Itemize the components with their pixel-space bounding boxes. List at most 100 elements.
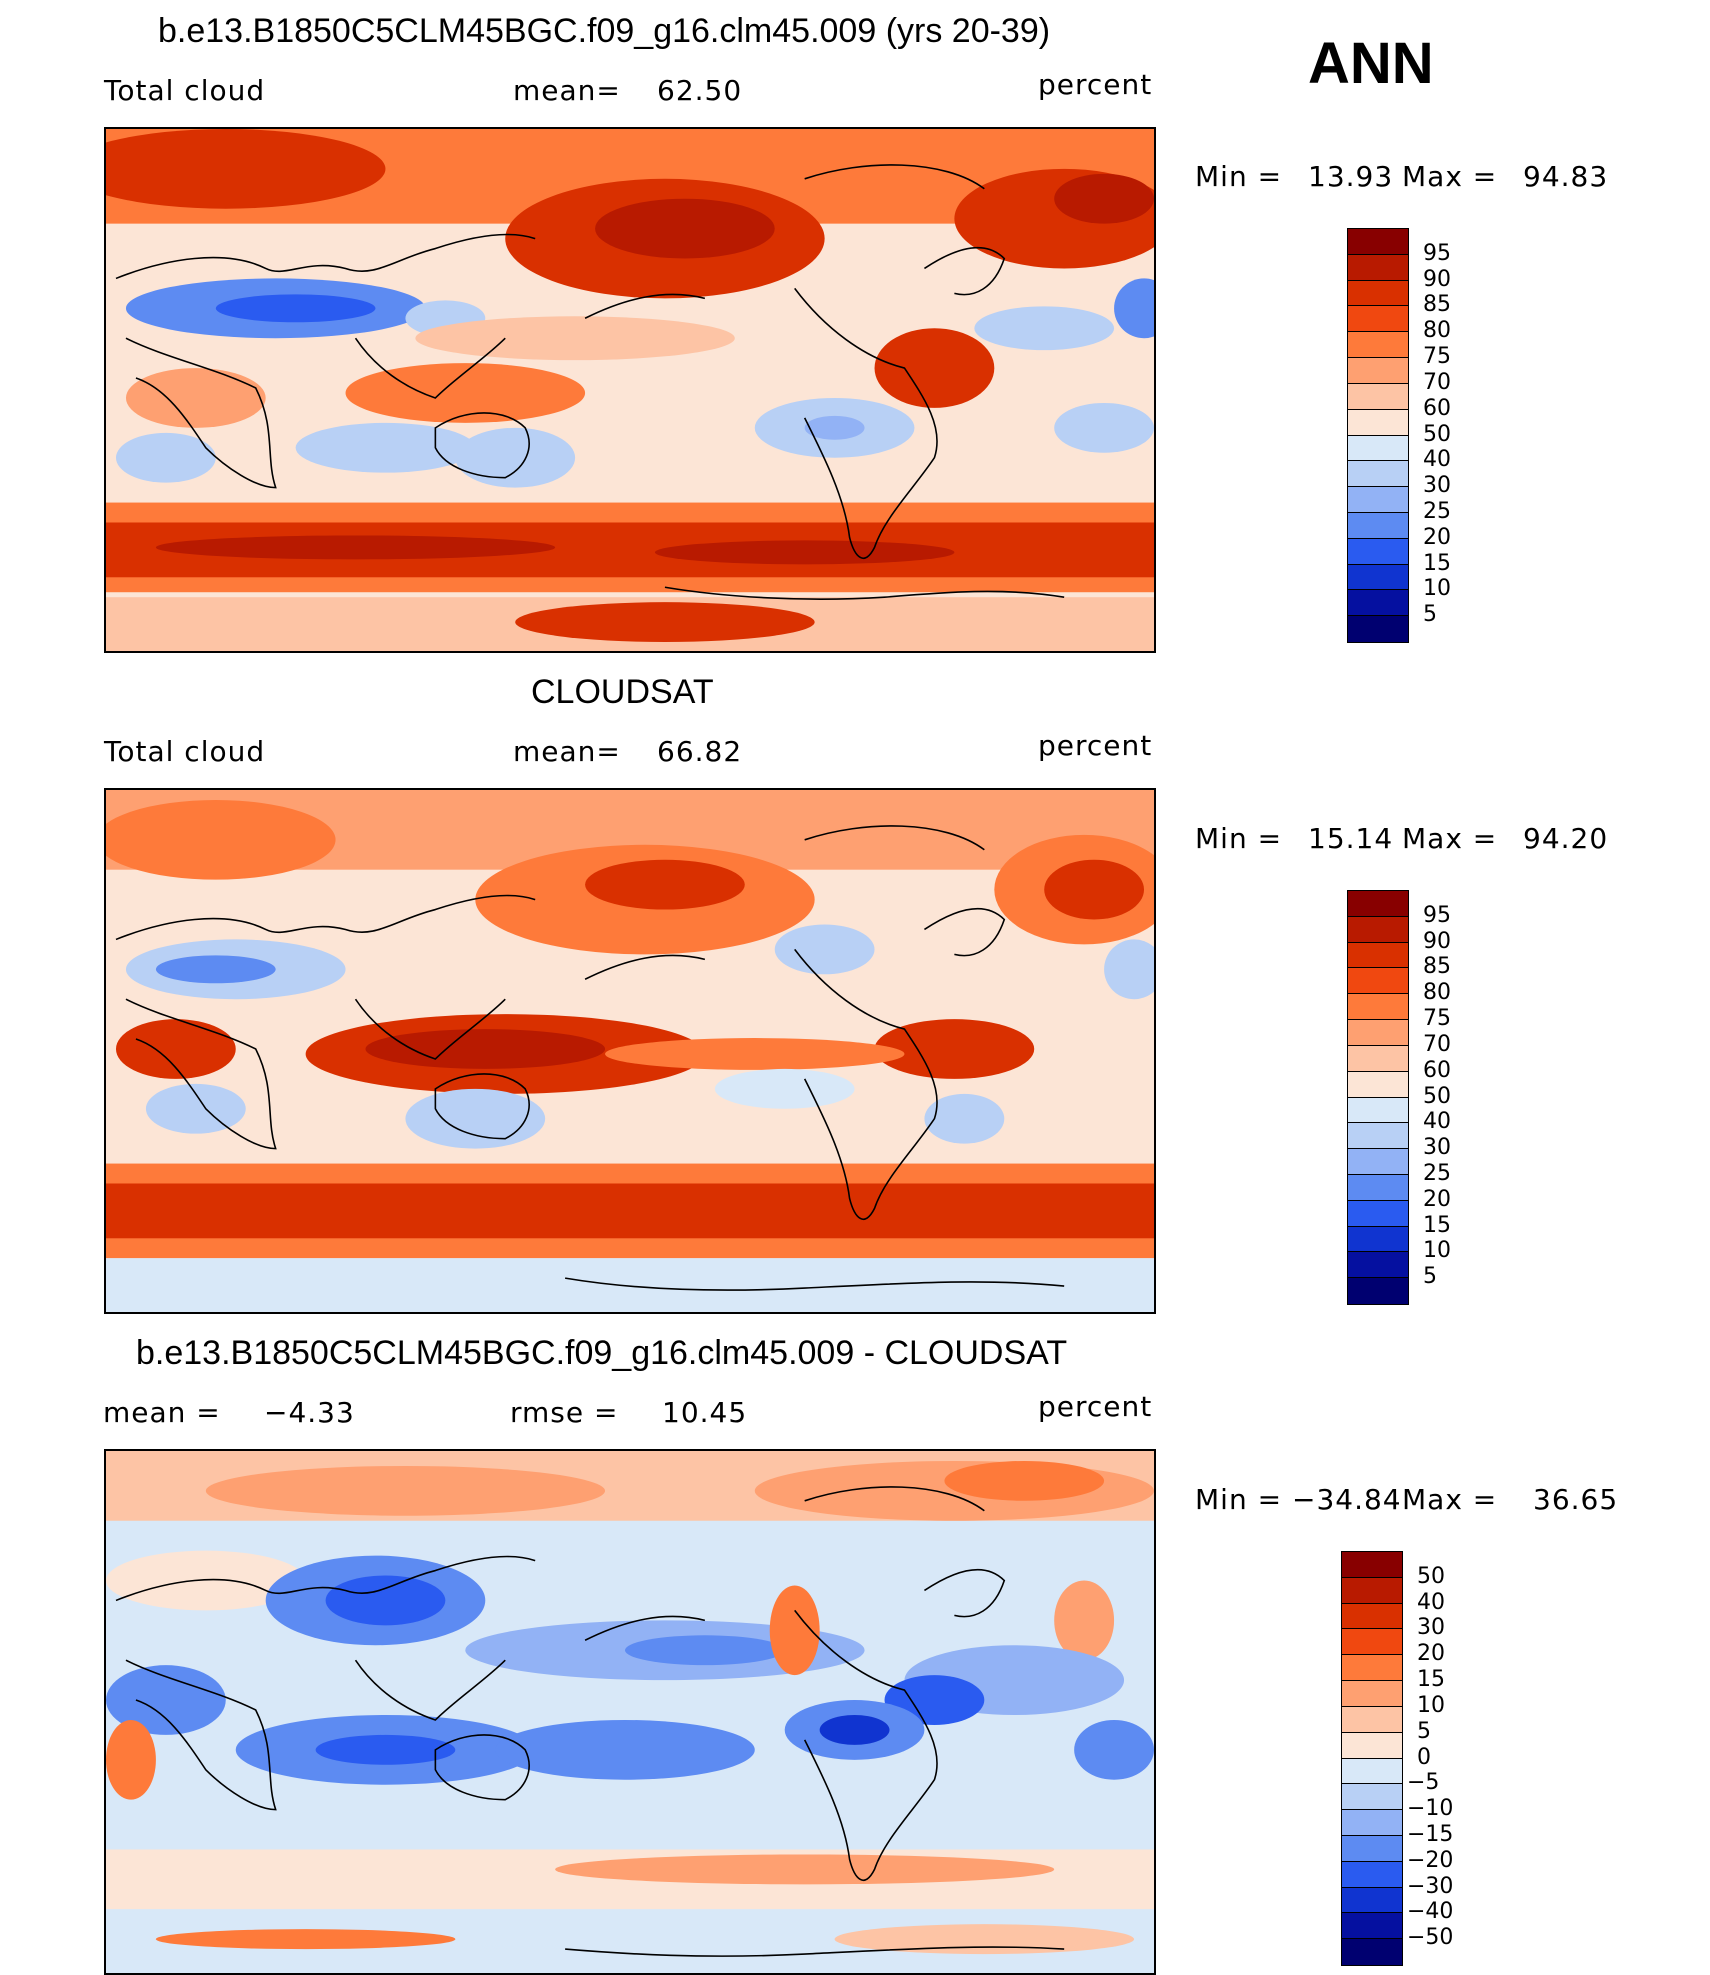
colorbar-cell xyxy=(1348,332,1408,359)
colorbar-tick-label: 80 xyxy=(1423,980,1451,1006)
field-patch xyxy=(325,1575,446,1626)
colorbar-cell xyxy=(1348,1097,1408,1124)
colorbar-cell xyxy=(1348,994,1408,1021)
max-value: 36.65 xyxy=(1533,1483,1619,1516)
colorbar-cell xyxy=(1348,1226,1408,1253)
colorbar-tick-label: 10 xyxy=(1417,1692,1445,1718)
mean-label: mean= xyxy=(513,74,621,107)
variable-label: Total cloud xyxy=(104,735,266,768)
field-patch xyxy=(555,1854,1055,1885)
colorbar-cell xyxy=(1342,1655,1402,1682)
colorbar-tick-label: 15 xyxy=(1417,1667,1445,1693)
field-patch xyxy=(115,432,216,483)
field-patch xyxy=(585,859,745,910)
colorbar-cell xyxy=(1348,538,1408,565)
colorbar-tick-label: 25 xyxy=(1423,498,1451,524)
colorbar-tick-label: 10 xyxy=(1423,576,1451,602)
mean-value: −4.33 xyxy=(264,1396,355,1429)
colorbar-cell xyxy=(1348,512,1408,539)
units-label: percent xyxy=(1038,1390,1153,1423)
min-label: Min = xyxy=(1195,822,1283,855)
colorbar-tick-label: 30 xyxy=(1417,1615,1445,1641)
colorbar-cell xyxy=(1348,306,1408,333)
colorbar-tick-label: 60 xyxy=(1423,395,1451,421)
mean-value: 62.50 xyxy=(657,74,743,107)
colorbar-cell xyxy=(1342,1913,1402,1940)
colorbar-cell xyxy=(1348,968,1408,995)
colorbar-tick-label: 20 xyxy=(1423,524,1451,550)
colorbar-cell xyxy=(1348,409,1408,436)
colorbar-tick-label: 30 xyxy=(1423,473,1451,499)
field-patch xyxy=(205,1465,606,1516)
colorbar-tick-label: 50 xyxy=(1423,421,1451,447)
colorbar-tick-label: 95 xyxy=(1423,902,1451,928)
max-value: 94.20 xyxy=(1523,822,1609,855)
field-patch xyxy=(106,129,386,209)
colorbar-cell xyxy=(1348,280,1408,307)
colorbar-tick-label: −30 xyxy=(1407,1873,1454,1899)
colorbar-tick-label: 70 xyxy=(1423,1031,1451,1057)
colorbar-cell xyxy=(1348,1071,1408,1098)
colorbar-tick-label: −15 xyxy=(1407,1821,1454,1847)
colorbar-tick-label: 0 xyxy=(1417,1744,1431,1770)
min-label: Min = xyxy=(1195,160,1283,193)
antarctic-band xyxy=(106,1258,1154,1312)
panel-title: CLOUDSAT xyxy=(531,673,714,711)
field-patch xyxy=(145,1083,246,1134)
southern-ocean-band-core xyxy=(106,1183,1154,1239)
colorbar-cell xyxy=(1348,1149,1408,1175)
colorbar-cell xyxy=(1348,1020,1408,1046)
units-label: percent xyxy=(1038,68,1153,101)
colorbar-tick-label: 80 xyxy=(1423,318,1451,344)
colorbar-cell xyxy=(1348,942,1408,969)
colorbar-cell xyxy=(1348,1045,1408,1072)
colorbar-cell xyxy=(1342,1629,1402,1656)
colorbar-cell xyxy=(1348,1252,1408,1279)
field-patch xyxy=(1054,402,1154,453)
colorbar-tick-label: 10 xyxy=(1423,1238,1451,1264)
rmse-value: 10.45 xyxy=(662,1396,748,1429)
colorbar-tick-label: 25 xyxy=(1423,1160,1451,1186)
mean-label: mean= xyxy=(513,735,621,768)
field-patch xyxy=(295,422,476,473)
mean-label: mean = xyxy=(103,1396,221,1429)
field-patch xyxy=(106,1719,156,1800)
colorbar-cell xyxy=(1342,1939,1402,1965)
field-patch xyxy=(1074,1719,1154,1780)
colorbar-tick-label: 50 xyxy=(1423,1083,1451,1109)
field-patch xyxy=(415,316,735,361)
colorbar-tick-label: −5 xyxy=(1407,1770,1440,1796)
coastlines xyxy=(115,825,1065,1291)
field-patch xyxy=(155,1929,456,1950)
field-patch xyxy=(804,415,865,440)
panel-title: b.e13.B1850C5CLM45BGC.f09_g16.clm45.009 … xyxy=(158,12,1051,50)
colorbar-cell xyxy=(1348,229,1408,255)
min-label: Min = xyxy=(1195,1483,1283,1516)
colorbar-cell xyxy=(1348,891,1408,917)
contour-map xyxy=(104,1449,1156,1975)
field-patch xyxy=(106,1665,226,1735)
mean-value: 66.82 xyxy=(657,735,743,768)
field-patch xyxy=(654,540,955,565)
colorbar-cell xyxy=(1342,1552,1402,1578)
field-patch xyxy=(455,427,576,488)
colorbar xyxy=(1341,1551,1403,1966)
colorbar-tick-label: −10 xyxy=(1407,1796,1454,1822)
colorbar-tick-label: 60 xyxy=(1423,1057,1451,1083)
colorbar-cell xyxy=(1348,616,1408,642)
colorbar-tick-label: 70 xyxy=(1423,369,1451,395)
colorbar-cell xyxy=(1348,1123,1408,1150)
colorbar-cell xyxy=(1342,1758,1402,1785)
field-patch xyxy=(754,1460,1154,1521)
colorbar-tick-label: 15 xyxy=(1423,550,1451,576)
colorbar-cell xyxy=(1348,254,1408,281)
colorbar-tick-label: 85 xyxy=(1423,954,1451,980)
field-patch xyxy=(605,1038,905,1070)
field-patch xyxy=(106,799,336,880)
field-patch xyxy=(155,955,276,984)
contour-map-graphic xyxy=(106,129,1154,651)
min-value: 15.14 xyxy=(1308,822,1394,855)
colorbar-tick-label: 40 xyxy=(1423,447,1451,473)
colorbar-tick-label: 15 xyxy=(1423,1212,1451,1238)
field-patch xyxy=(495,1719,755,1780)
